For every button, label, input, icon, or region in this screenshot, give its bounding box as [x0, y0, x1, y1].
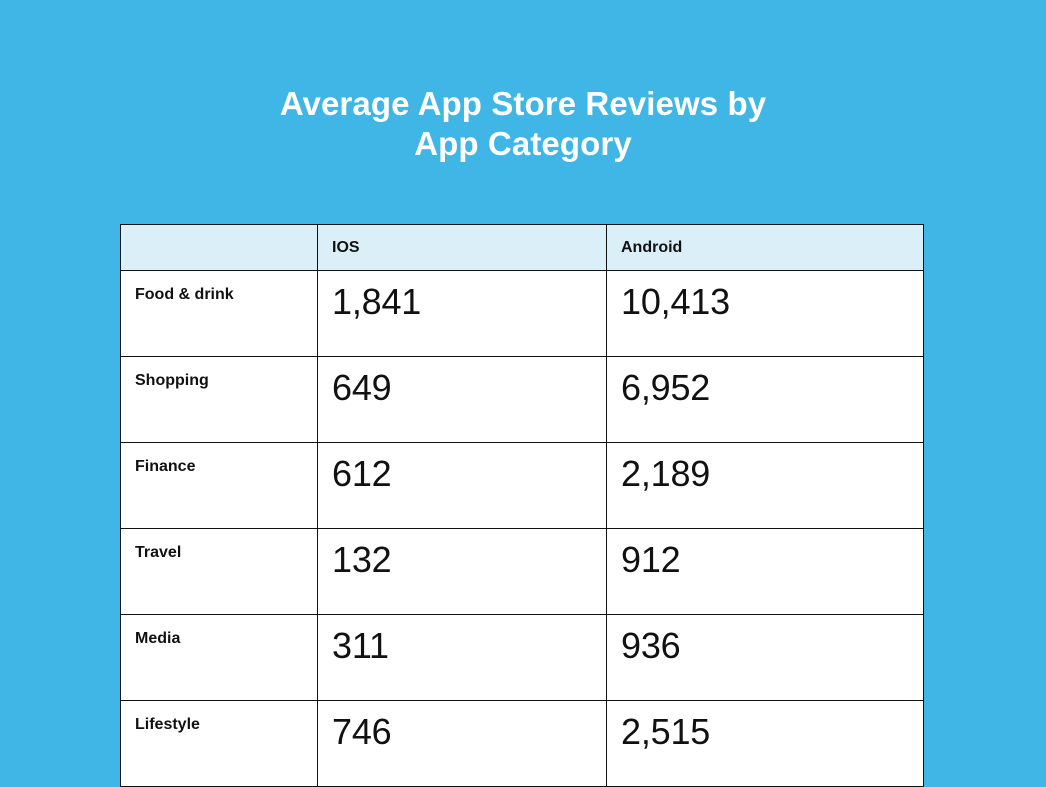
column-header-android: Android: [606, 224, 924, 271]
cell-android-lifestyle: 2,515: [606, 700, 924, 787]
table-row: Lifestyle 746 2,515: [120, 700, 924, 787]
row-label-media: Media: [120, 614, 318, 701]
row-label-finance: Finance: [120, 442, 318, 529]
table-row: Food & drink 1,841 10,413: [120, 270, 924, 357]
cell-ios-travel: 132: [317, 528, 607, 615]
cell-ios-media: 311: [317, 614, 607, 701]
cell-android-travel: 912: [606, 528, 924, 615]
row-label-travel: Travel: [120, 528, 318, 615]
page-title-line-2: App Category: [414, 125, 632, 162]
table-body: Food & drink 1,841 10,413 Shopping 649 6…: [120, 270, 924, 787]
cell-android-food-and-drink: 10,413: [606, 270, 924, 357]
reviews-table-container: IOS Android Food & drink 1,841 10,413 Sh…: [120, 224, 924, 787]
cell-ios-lifestyle: 746: [317, 700, 607, 787]
cell-android-finance: 2,189: [606, 442, 924, 529]
cell-android-shopping: 6,952: [606, 356, 924, 443]
table-row: Travel 132 912: [120, 528, 924, 615]
column-header-category: [120, 224, 318, 271]
cell-ios-food-and-drink: 1,841: [317, 270, 607, 357]
page-title: Average App Store Reviews by App Categor…: [0, 84, 1046, 164]
table-row: Shopping 649 6,952: [120, 356, 924, 443]
table-row: Media 311 936: [120, 614, 924, 701]
row-label-lifestyle: Lifestyle: [120, 700, 318, 787]
table-header-row: IOS Android: [120, 224, 924, 271]
row-label-shopping: Shopping: [120, 356, 318, 443]
cell-ios-shopping: 649: [317, 356, 607, 443]
table-row: Finance 612 2,189: [120, 442, 924, 529]
column-header-ios: IOS: [317, 224, 607, 271]
page-title-line-1: Average App Store Reviews by: [279, 85, 767, 122]
cell-android-media: 936: [606, 614, 924, 701]
reviews-table: IOS Android Food & drink 1,841 10,413 Sh…: [120, 224, 924, 787]
cell-ios-finance: 612: [317, 442, 607, 529]
table-header: IOS Android: [120, 224, 924, 271]
row-label-food-and-drink: Food & drink: [120, 270, 318, 357]
